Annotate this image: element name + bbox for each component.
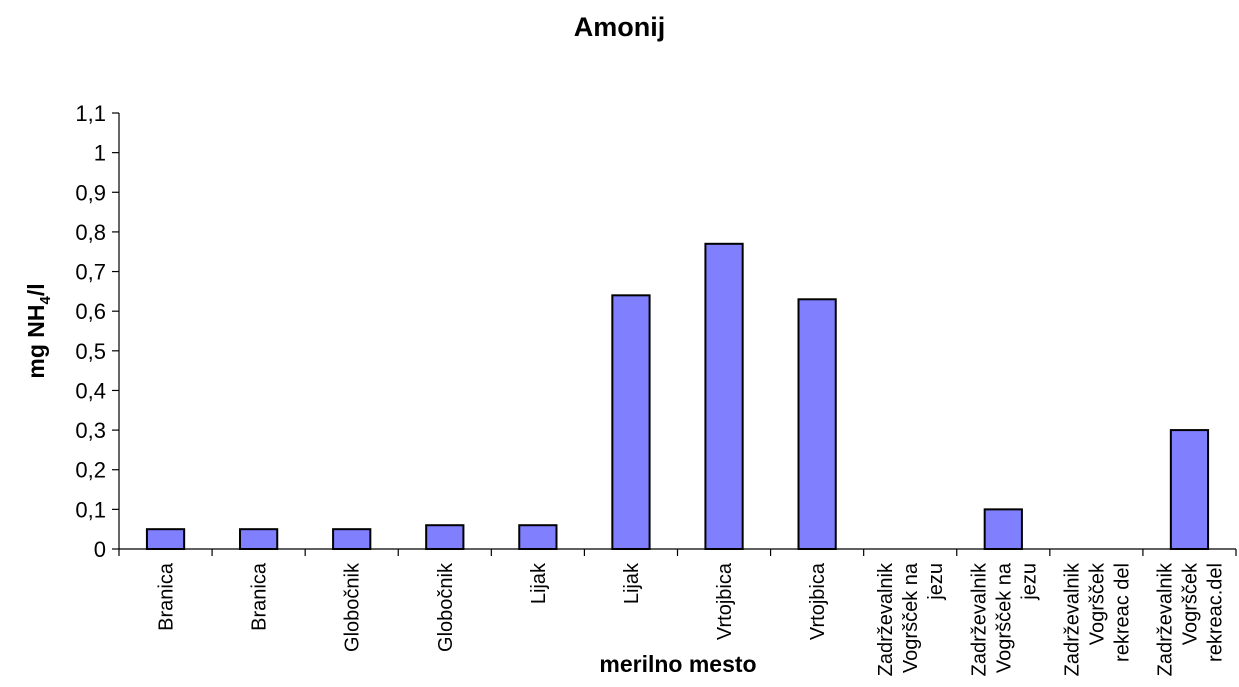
chart-title: Amonij [573,12,666,42]
bar [797,298,837,551]
x-tick-label-line: Vrtojbica [714,562,736,640]
x-tick-label: Zadrževalnik Vogršček rekreac.del [1154,562,1226,676]
y-tick-label: 1 [94,141,106,166]
bars [145,242,1210,551]
x-tick-label-line: Zadrževalnik [1154,562,1176,676]
y-tick-label: 0 [94,537,106,562]
y-tick-label: 0,2 [75,458,106,483]
x-tick-label-line: Zadrževalnik [968,562,990,676]
y-tick-label: 0,5 [75,339,106,364]
x-tick-label-line: jezu [1018,563,1040,601]
x-tick-label-line: jezu [925,563,947,601]
y-tick-label: 0,8 [75,220,106,245]
x-tick-label-line: Globočnik [435,562,457,652]
y-tick-label: 0,4 [75,378,106,403]
y-tick-label: 1,1 [75,101,106,126]
x-tick-label-line: Vogršček na [993,562,1015,673]
x-axis [118,548,1237,556]
x-tick-label: Branica [156,562,178,631]
bar [518,524,558,551]
bar [332,528,372,551]
x-tick-label-line: Globočnik [342,562,364,652]
x-tick-label: Zadrževalnik Vogršček na jezu [968,562,1040,676]
x-tick-labels: Branica Branica Globočnik Globočnik Lijak Lij… [156,562,1227,676]
x-axis-title: merilno mesto [599,651,756,677]
x-tick-label-line: Lijak [528,562,550,604]
x-tick-label: Branica [249,562,271,631]
y-tick-label: 0,7 [75,260,106,285]
x-tick-label-line: Zadrževalnik [1061,562,1083,676]
bar [425,524,465,551]
x-tick-label-line: Vrtojbica [807,562,829,640]
y-axis-title-tail: /l [23,283,49,296]
x-tick-label-line: Lijak [621,562,643,604]
x-tick-label: Zadrževalnik Vogršček na jezu [875,562,947,676]
x-tick-label-line: Branica [249,562,271,631]
x-tick-label-line: Vogršček na [900,562,922,673]
y-tick-label: 0,3 [75,418,106,443]
bar [1169,429,1210,550]
y-tick-label: 0,1 [75,497,106,522]
x-tick-label: Vrtojbica [807,562,829,640]
x-tick-label: Globočnik [342,562,364,652]
x-tick-label: Vrtojbica [714,562,736,640]
y-axis: 0 0,1 0,2 0,3 0,4 0,5 0,6 0,7 0,8 0,9 1 1,1 [75,101,120,562]
x-tick-label-line: Branica [156,562,178,631]
bar [239,528,279,551]
y-axis-title-main: mg NH [23,305,49,379]
x-tick-label: Lijak [621,562,643,604]
bar [983,508,1023,551]
bar [611,294,651,550]
x-tick-label-line: rekreac.del [1204,563,1226,662]
y-axis-title-subscript: 4 [37,296,54,305]
x-tick-label-line: rekreac del [1111,563,1133,662]
y-axis-title: mg NH4/l [23,283,54,378]
bar [704,242,744,551]
x-tick-label: Lijak [528,562,550,604]
x-tick-label: Globočnik [435,562,457,652]
y-tick-label: 0,6 [75,299,106,324]
x-tick-label: Zadrževalnik Vogršček rekreac del [1061,562,1133,676]
x-tick-label-line: Zadrževalnik [875,562,897,676]
y-tick-label: 0,9 [75,180,106,205]
bar [145,528,186,551]
x-tick-label-line: Vogršček [1086,562,1108,645]
x-tick-label-line: Vogršček [1179,562,1201,645]
